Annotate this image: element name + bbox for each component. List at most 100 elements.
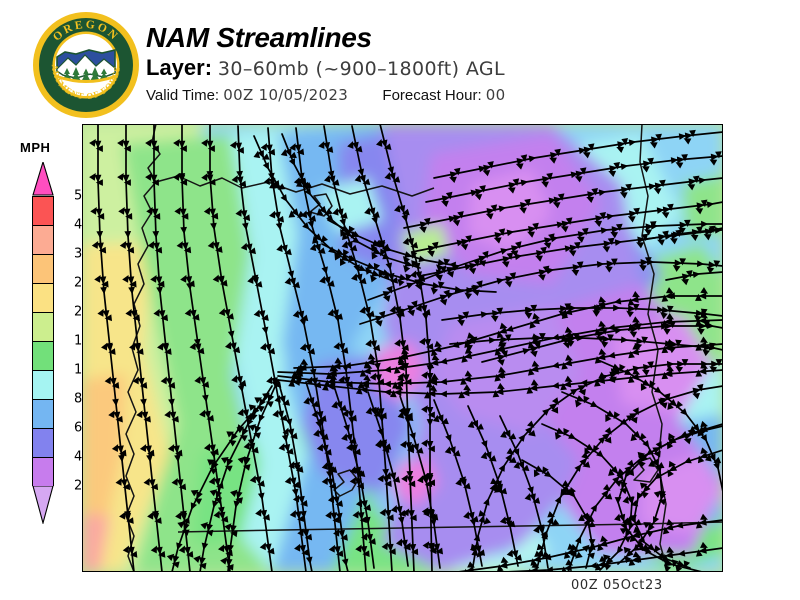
streamline-arrowhead [364, 307, 372, 316]
streamline-arrowhead [699, 323, 707, 330]
streamline-arrowhead [399, 205, 408, 214]
streamline-arrowhead [237, 176, 245, 185]
streamline-arrowhead [698, 519, 707, 527]
streamline-arrowhead [461, 390, 469, 397]
colorbar-tick-label: 6 [74, 420, 83, 436]
streamline-arrowhead [193, 491, 203, 501]
streamline-arrowhead [375, 313, 384, 322]
streamline-arrowhead [332, 363, 340, 370]
colorbar-units-label: MPH [20, 140, 51, 155]
streamline-arrowhead [526, 306, 534, 313]
streamline-arrowhead [698, 547, 707, 555]
streamline-arrowhead [162, 344, 170, 352]
streamline-arrowhead [660, 395, 669, 404]
streamline-arrowhead [152, 209, 159, 217]
streamline-arrowhead [492, 309, 500, 316]
streamline-arrowhead [271, 377, 279, 386]
page-title: NAM Streamlines [146, 22, 372, 53]
streamline-arrowhead [359, 175, 368, 184]
streamline-arrowhead [367, 263, 377, 272]
streamline-arrowhead [184, 547, 192, 555]
streamline-arrowhead [225, 559, 232, 567]
streamline-arrowhead [667, 465, 677, 475]
streamline-arrowhead [578, 382, 588, 391]
streamline-arrowhead [219, 512, 227, 521]
colorbar-max-arrow [32, 162, 54, 196]
streamline-arrowhead [640, 485, 650, 495]
streamline-arrowhead [479, 514, 488, 523]
streamline-arrowhead [677, 156, 685, 163]
streamline-arrowhead [317, 411, 325, 420]
streamline-arrowhead [293, 462, 301, 471]
streamline-arrowhead [229, 525, 237, 534]
streamline-arrowhead [372, 240, 382, 249]
streamline-arrowhead [326, 382, 335, 390]
streamline-arrowhead [420, 220, 429, 228]
colorbar-band [33, 255, 53, 284]
streamline-arrowhead [209, 208, 216, 216]
streamline-arrowhead [427, 390, 435, 397]
colorbar-band [33, 429, 53, 458]
streamline-arrowhead [153, 243, 160, 251]
streamline-arrowhead [584, 145, 593, 153]
streamline-arrowhead [556, 428, 566, 437]
streamline-arrowhead [602, 336, 610, 343]
streamline-arrowhead [606, 410, 616, 420]
streamline-arrowhead [285, 148, 294, 158]
streamline-arrowhead [692, 228, 701, 236]
streamline-arrowhead [239, 428, 249, 438]
streamline-arrowhead [289, 278, 297, 287]
streamline-arrowhead [123, 141, 130, 149]
streamline-arrowhead [274, 212, 282, 221]
streamline-arrowhead [177, 479, 185, 487]
streamline-arrowhead [587, 190, 596, 198]
streamline-arrowhead [611, 466, 621, 476]
streamline-arrowhead [633, 431, 643, 441]
streamline-arrowhead [333, 496, 341, 505]
streamline-arrowhead [181, 523, 190, 533]
streamline-arrowhead [569, 335, 577, 342]
colorbar-band [33, 226, 53, 255]
streamline-arrowhead [260, 510, 268, 519]
streamline-arrowhead [475, 187, 484, 195]
streamline-arrowhead [598, 540, 607, 549]
streamline-arrowhead [291, 208, 301, 218]
streamline-arrowhead [234, 491, 242, 500]
streamline-arrowhead [236, 376, 244, 385]
streamline-arrowhead [145, 445, 153, 453]
streamline-arrowhead [486, 207, 495, 215]
streamline-arrowhead [544, 236, 553, 244]
streamline-arrowhead [182, 242, 190, 250]
streamline-arrowhead [490, 482, 499, 492]
map-canvas[interactable] [82, 124, 723, 572]
streamline-arrowhead [138, 378, 146, 386]
streamline-arrowhead [246, 243, 254, 252]
streamline-arrowhead [402, 411, 411, 421]
streamline-arrowhead [361, 500, 369, 509]
streamline-arrowhead [664, 552, 673, 560]
streamline-arrowhead [299, 364, 307, 371]
streamline-arrowhead [298, 496, 306, 505]
streamline-arrowhead [631, 556, 640, 564]
streamline-arrowhead [518, 461, 527, 471]
streamline-arrowhead [396, 506, 404, 515]
streamline-arrowhead [628, 305, 636, 312]
streamline-arrowhead [380, 439, 389, 448]
streamline-arrowhead [327, 478, 335, 486]
streamline-arrowhead [169, 412, 177, 420]
streamline-arrowhead [437, 414, 446, 424]
layer-label: Layer: [146, 55, 213, 80]
streamline-arrowhead [131, 310, 139, 318]
nam-streamlines-map[interactable] [82, 124, 723, 572]
streamline-arrowhead [242, 458, 250, 467]
streamline-arrowhead [617, 140, 626, 148]
streamline-arrowhead [466, 287, 474, 294]
streamline-arrowhead [449, 446, 458, 456]
header: OREGON DEPARTMENT OF FORESTRY NAM Stream… [0, 0, 800, 124]
streamline-arrowhead [664, 524, 673, 532]
colorbar-min-arrow [32, 486, 54, 524]
streamline-arrowhead [117, 445, 125, 453]
streamline-arrowhead [113, 412, 121, 420]
streamline-arrowhead [663, 206, 672, 214]
streamline-arrowhead [554, 195, 563, 203]
